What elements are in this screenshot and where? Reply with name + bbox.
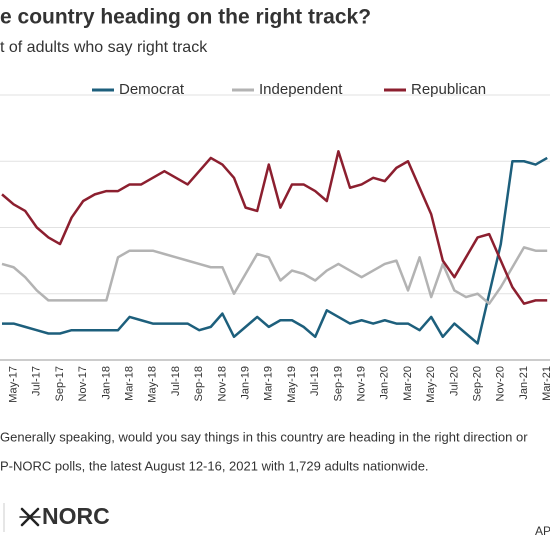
legend-label: Democrat [119,81,185,98]
series-line [1,150,548,305]
x-tick-label: Nov-17 [77,366,89,401]
x-tick-label: Jan-20 [379,366,391,400]
x-tick-label: Sep-20 [472,366,484,401]
x-tick-label: Jul-18 [170,366,182,396]
x-tick-label: Mar-21 [541,366,550,401]
source: P-NORC polls, the latest August 12-16, 2… [0,458,429,473]
series-line [1,246,548,305]
x-tick-label: Sep-17 [54,366,66,401]
x-tick-label: Sep-19 [332,366,344,401]
x-tick-label: Jul-19 [309,366,321,396]
x-tick-label: May-20 [425,366,437,403]
x-tick-label: Sep-18 [193,366,205,401]
x-tick-label: Nov-18 [216,366,228,401]
legend-label: Republican [411,81,486,98]
logo-mark [19,507,41,527]
x-tick-label: Nov-19 [356,366,368,401]
series-line [2,156,548,345]
x-tick-label: Mar-19 [263,366,275,401]
x-tick-label: Mar-18 [124,366,136,401]
chart-subtitle: t of adults who say right track [0,39,208,56]
x-tick-label: Mar-20 [402,366,414,401]
note: Generally speaking, would you say things… [0,429,528,444]
x-tick-label: Jan-19 [240,366,252,400]
x-tick-label: Jan-18 [100,366,112,400]
x-tick-label: Jul-20 [448,366,460,396]
chart-title: e country heading on the right track? [0,6,371,29]
x-tick-label: Jul-17 [31,366,43,396]
legend-label: Independent [259,81,343,98]
logo-text: NORC [42,503,110,529]
x-tick-label: May-17 [8,366,20,403]
x-tick-label: May-18 [147,366,159,403]
x-tick-label: Jan-21 [518,366,530,400]
logo-ap: AP [535,524,550,538]
x-tick-label: May-19 [286,366,298,403]
x-tick-label: Nov-20 [495,366,507,401]
